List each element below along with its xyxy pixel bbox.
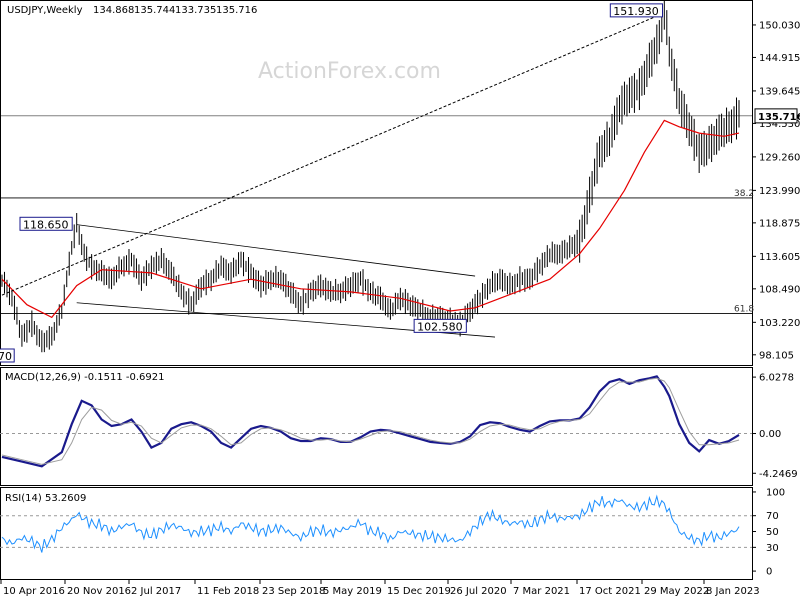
ohlc-close: 135.716 bbox=[216, 5, 257, 16]
x-tick-label: 2 Jul 2017 bbox=[131, 586, 181, 597]
price-y-tick-label: 139.645 bbox=[759, 86, 800, 97]
rsi-line bbox=[1, 494, 740, 553]
macd-signal-line bbox=[1, 377, 740, 465]
macd-y-axis: 6.0278 0.00 -4.2469 bbox=[752, 373, 798, 480]
macd-lines bbox=[0, 375, 752, 468]
rsi-y-tick-label: 70 bbox=[766, 511, 779, 522]
macd-y-tick-label: 0.00 bbox=[759, 429, 781, 440]
rsi-lines bbox=[0, 494, 752, 553]
x-tick-label: 5 May 2019 bbox=[323, 586, 382, 597]
macd-pane-border bbox=[0, 367, 753, 486]
last-price-box bbox=[754, 108, 798, 124]
x-axis: 10 Apr 2016 20 Nov 2016 2 Jul 2017 11 Feb 2… bbox=[0, 580, 760, 597]
swing-low-label: 102.580 bbox=[417, 320, 463, 333]
x-tick-label: 7 Mar 2021 bbox=[513, 586, 570, 597]
price-y-tick-label: 144.915 bbox=[759, 53, 800, 64]
price-y-tick-label: 150.030 bbox=[759, 20, 800, 31]
ohlc-readout: 134.868 135.744 133.735 135.716 bbox=[93, 5, 257, 16]
swing-high-label: 118.650 bbox=[23, 218, 69, 231]
ohlc-open: 134.868 bbox=[93, 5, 134, 16]
price-y-tick-label: 134.530 bbox=[759, 119, 800, 130]
macd-pane: 6.0278 0.00 -4.2469 MACD(12,26,9) -0.1511 … bbox=[0, 372, 798, 480]
price-y-tick-label: 113.605 bbox=[759, 252, 800, 263]
fib-level-label: 61.8 bbox=[734, 305, 754, 315]
macd-y-tick-label: 6.0278 bbox=[759, 373, 794, 384]
rsi-y-tick-label: 30 bbox=[766, 543, 779, 554]
x-tick-label: 11 Feb 2018 bbox=[197, 586, 259, 597]
swing-high-label-box bbox=[19, 216, 73, 231]
high-label: 151.930 bbox=[613, 5, 659, 18]
x-tick-label: 20 Nov 2016 bbox=[67, 586, 131, 597]
price-y-tick-label: 98.105 bbox=[759, 350, 794, 361]
rsi-pane-title: RSI(14) 53.2609 bbox=[5, 493, 86, 504]
price-y-tick-label: 129.260 bbox=[759, 152, 800, 163]
macd-y-tick-label: -4.2469 bbox=[759, 469, 798, 480]
fib-level-label: 38.2 bbox=[734, 189, 754, 199]
x-tick-label: 26 Jul 2020 bbox=[450, 586, 507, 597]
channel-line bbox=[76, 224, 476, 277]
rsi-pane: 100 70 50 30 0 RSI(14) 53.2609 bbox=[0, 487, 785, 578]
moving-average-line bbox=[1, 119, 740, 319]
x-tick-label: 15 Dec 2019 bbox=[387, 586, 451, 597]
last-price-label: 135.716 bbox=[758, 112, 800, 123]
rsi-pane-border bbox=[0, 487, 753, 580]
price-pane: ActionForex.com 38.261.8 150.030144.9151… bbox=[0, 0, 800, 363]
rsi-y-axis: 100 70 50 30 0 bbox=[752, 487, 785, 578]
swing-low-label-box bbox=[413, 318, 467, 333]
price-pane-border bbox=[0, 0, 753, 366]
x-tick-label: 23 Sep 2018 bbox=[262, 586, 325, 597]
x-tick-label: 10 Apr 2016 bbox=[3, 586, 65, 597]
high-label-box bbox=[609, 3, 664, 18]
price-pane-title: USDJPY,Weekly bbox=[7, 5, 83, 16]
watermark: ActionForex.com bbox=[258, 59, 441, 84]
x-tick-label: 8 Jan 2023 bbox=[706, 586, 760, 597]
price-y-tick-label: 118.875 bbox=[759, 218, 800, 229]
x-tick-label: 29 May 2022 bbox=[644, 586, 709, 597]
rsi-y-tick-label: 0 bbox=[766, 567, 772, 578]
price-y-tick-label: 108.490 bbox=[759, 284, 800, 295]
price-y-tick-label: 103.220 bbox=[759, 318, 800, 329]
macd-pane-title: MACD(12,26,9) -0.1511 -0.6921 bbox=[5, 372, 165, 383]
left-edge-label-box bbox=[0, 348, 15, 363]
ohlc-low: 133.735 bbox=[175, 5, 216, 16]
rsi-y-tick-label: 100 bbox=[766, 487, 785, 498]
x-tick-label: 17 Oct 2021 bbox=[579, 586, 641, 597]
price-annotations: 151.930 118.650 102.580 70 135.716 bbox=[0, 3, 800, 363]
price-y-axis: 150.030 144.915 139.645 134.530 129.260 123.9… bbox=[752, 20, 800, 361]
price-y-tick-label: 123.990 bbox=[759, 186, 800, 197]
rsi-y-tick-label: 50 bbox=[766, 527, 779, 538]
ohlc-high: 135.744 bbox=[134, 5, 175, 16]
left-edge-label: 70 bbox=[0, 350, 12, 363]
